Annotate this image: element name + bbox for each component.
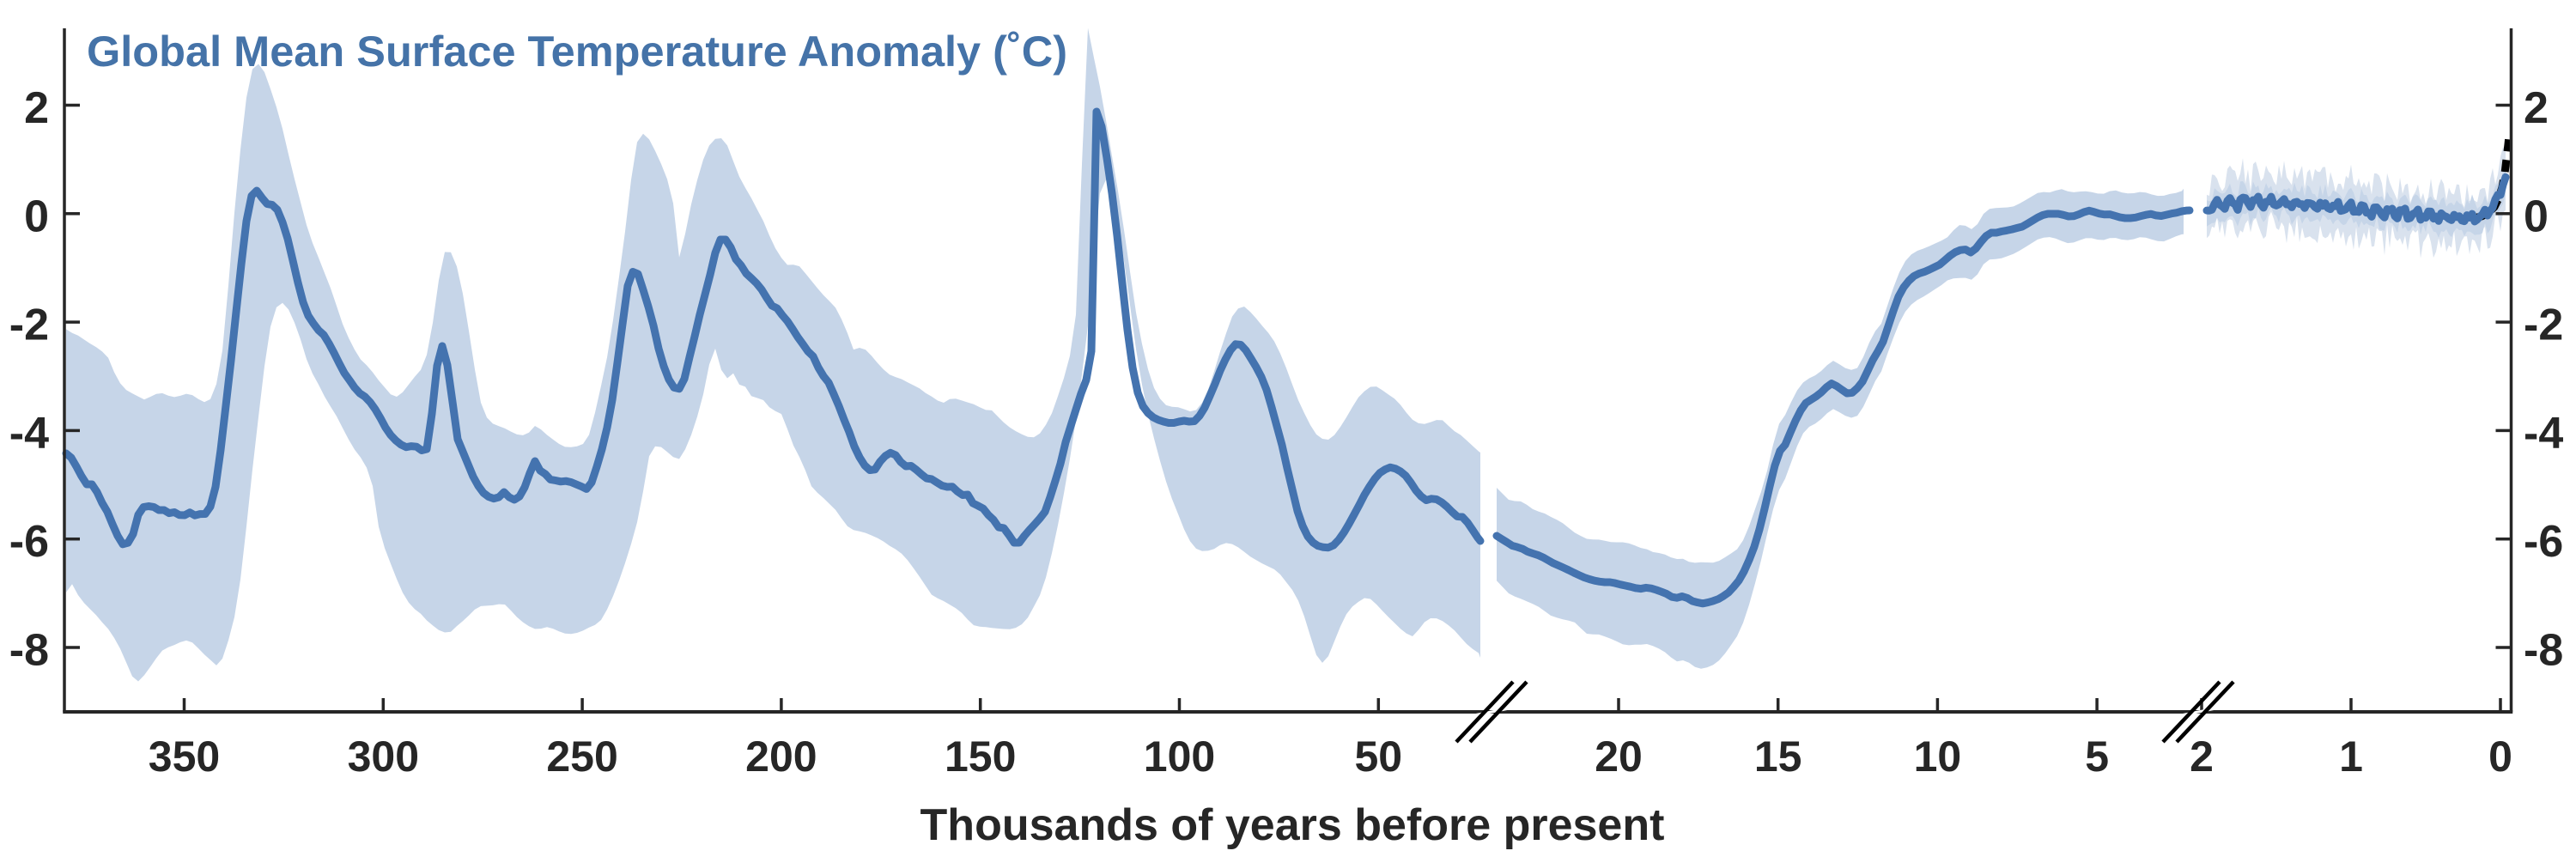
svg-text:-2: -2 xyxy=(2524,301,2563,350)
svg-text:2: 2 xyxy=(24,83,49,133)
svg-text:5: 5 xyxy=(2085,732,2109,781)
svg-text:350: 350 xyxy=(149,732,220,781)
svg-text:0: 0 xyxy=(2488,732,2512,781)
svg-text:2: 2 xyxy=(2524,83,2549,133)
svg-text:-8: -8 xyxy=(2524,626,2563,676)
svg-text:-8: -8 xyxy=(9,626,49,676)
svg-text:-2: -2 xyxy=(9,301,49,350)
svg-text:200: 200 xyxy=(745,732,817,781)
svg-text:Global Mean Surface Temperatur: Global Mean Surface Temperature Anomaly … xyxy=(87,27,1067,76)
svg-text:-4: -4 xyxy=(9,409,49,459)
svg-text:10: 10 xyxy=(1914,732,1962,781)
svg-text:-4: -4 xyxy=(2524,409,2563,459)
svg-text:150: 150 xyxy=(945,732,1016,781)
svg-text:-6: -6 xyxy=(2524,517,2563,567)
svg-text:250: 250 xyxy=(546,732,617,781)
svg-text:50: 50 xyxy=(1354,732,1402,781)
svg-text:20: 20 xyxy=(1595,732,1643,781)
svg-text:0: 0 xyxy=(2524,191,2549,241)
svg-text:300: 300 xyxy=(348,732,419,781)
svg-text:15: 15 xyxy=(1754,732,1802,781)
svg-text:-6: -6 xyxy=(9,517,49,567)
svg-text:100: 100 xyxy=(1144,732,1215,781)
svg-text:1: 1 xyxy=(2339,732,2363,781)
svg-text:2: 2 xyxy=(2190,732,2214,781)
svg-text:0: 0 xyxy=(24,191,49,241)
svg-text:Thousands of years before pres: Thousands of years before present xyxy=(920,800,1665,850)
